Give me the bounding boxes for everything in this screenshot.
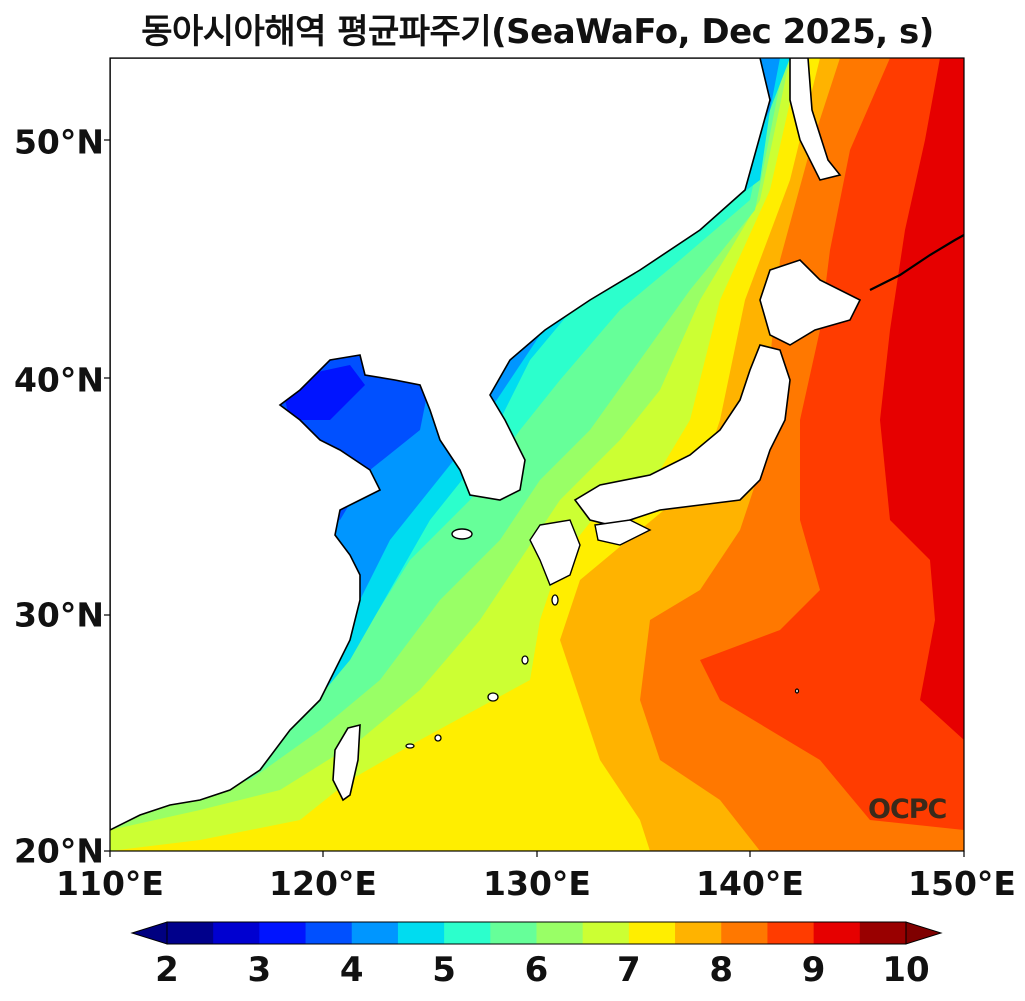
- colorbar-tick-label: 9: [801, 950, 826, 990]
- colorbar-swatch: [859, 922, 907, 944]
- colorbar-swatch: [536, 922, 584, 944]
- colorbar-max-extend: [905, 921, 943, 945]
- sakhalin: [789, 58, 842, 181]
- colorbar-tick-label: 7: [617, 950, 641, 990]
- colorbar-swatch: [721, 922, 768, 944]
- lat-label-40: 40°N: [13, 360, 104, 400]
- colorbar-swatch: [444, 922, 491, 944]
- lat-label-20: 20°N: [13, 831, 104, 871]
- colorbar-min-extend: [130, 921, 168, 945]
- shikoku: [594, 519, 652, 546]
- jeju: [451, 528, 473, 540]
- taiwan: [332, 723, 361, 802]
- ocpc-logo: OCPC: [868, 794, 947, 825]
- colorbar-swatch: [397, 922, 445, 944]
- colorbar-swatch: [259, 922, 307, 944]
- colorbar-tick-label: 4: [339, 950, 364, 990]
- colorbar-tick-label: 8: [709, 950, 734, 990]
- colorbar-tick-label: 2: [155, 950, 179, 990]
- lon-label-110: 110°E: [56, 864, 164, 903]
- colorbar-swatch: [813, 922, 861, 944]
- colorbar-tick-label: 5: [432, 950, 456, 990]
- asia-landmass: [110, 58, 771, 831]
- lon-label-150: 150°E: [908, 864, 1016, 903]
- colorbar-swatch: [305, 922, 353, 944]
- colorbar-tick-label: 3: [247, 950, 272, 990]
- colorbar-tick-label: 6: [524, 950, 549, 990]
- colorbar-swatch: [213, 922, 260, 944]
- kyushu: [529, 519, 581, 586]
- colorbar-swatch: [167, 922, 214, 944]
- colorbar-swatch: [628, 922, 676, 944]
- colorbar-swatch: [351, 922, 399, 944]
- lat-label-50: 50°N: [13, 122, 104, 162]
- colorbar-tick-label: 10: [882, 950, 930, 990]
- colorbar: [130, 921, 943, 945]
- colorbar-swatch: [582, 922, 630, 944]
- wave-period-field: [110, 58, 964, 851]
- map-title: 동아시아해역 평균파주기(SeaWaFo, Dec 2025, s): [141, 12, 934, 52]
- lon-label-120: 120°E: [269, 864, 377, 903]
- lat-label-30: 30°N: [13, 595, 104, 635]
- colorbar-swatch: [767, 922, 815, 944]
- colorbar-swatch: [490, 922, 537, 944]
- hokkaido: [759, 259, 862, 346]
- lon-label-130: 130°E: [483, 864, 591, 903]
- lon-label-140: 140°E: [696, 864, 804, 903]
- colorbar-swatch: [675, 922, 722, 944]
